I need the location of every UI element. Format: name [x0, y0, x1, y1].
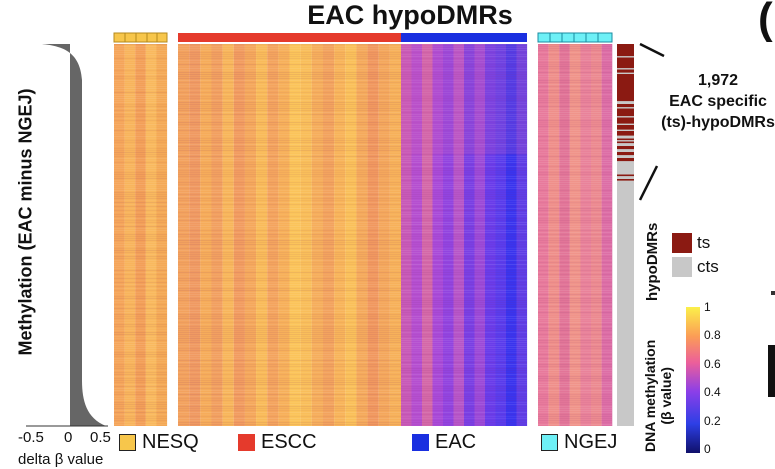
colorbar-title: DNA methylation (β value)	[642, 340, 674, 452]
ts-annotation-line3: (ts)-hypoDMRs	[661, 114, 775, 131]
group-bar-eac	[401, 33, 527, 42]
legend-item-escc: ESCC	[238, 431, 317, 454]
colorbar-tick-0.4: 0.4	[704, 385, 721, 399]
ts-annotation-line2: EAC specific	[669, 93, 767, 110]
group-bar-nesq	[113, 32, 168, 43]
colorbar-title-line2: (β value)	[658, 367, 674, 425]
group-bar-ngej	[537, 32, 613, 43]
legend-item-nesq: NESQ	[119, 431, 199, 454]
delta-axis-label: delta β value	[18, 451, 104, 468]
colorbar-tick-0.6: 0.6	[704, 357, 721, 371]
legend-swatch-ngej	[541, 434, 558, 451]
heatmap-row-texture	[114, 44, 612, 425]
annotation-strip-ts	[617, 44, 634, 181]
neighbor-panel-bar-fragment	[768, 345, 775, 397]
heatmap-escc	[178, 44, 402, 426]
neighbor-panel-letter-fragment: (	[758, 0, 773, 43]
legend-swatch-nesq	[119, 434, 136, 451]
hypodmrs-legend-title: hypoDMRs	[644, 222, 661, 301]
delta-beta-density	[42, 44, 106, 426]
annotation-strip-cts	[617, 44, 634, 426]
colorbar-tick-0.2: 0.2	[704, 414, 721, 428]
legend-swatch-escc	[238, 434, 255, 451]
legend-item-ngej: NGEJ	[541, 431, 617, 454]
heatmap-eac	[401, 44, 528, 426]
colorbar-tick-1: 1	[704, 300, 711, 314]
legend-label-ngej: NGEJ	[564, 431, 618, 453]
delta-tick-pos: 0.5	[90, 429, 111, 446]
legend-swatch-ts	[672, 233, 692, 253]
legend-item-eac: EAC	[412, 431, 476, 454]
colorbar-gradient	[686, 307, 700, 453]
colorbar-tick-0: 0	[704, 442, 711, 456]
legend-swatch-eac	[412, 434, 429, 451]
heatmap-ngej	[538, 44, 613, 426]
ts-count: 1,972	[697, 72, 739, 89]
legend-label-ts: ts	[697, 233, 711, 252]
delta-tick-zero: 0	[64, 429, 73, 446]
group-bar-escc	[178, 33, 401, 42]
figure-title: EAC hypoDMRs	[307, 0, 513, 30]
connector-line-top	[639, 42, 665, 58]
heatmap-nesq	[114, 44, 168, 426]
legend-label-cts: cts	[697, 257, 719, 276]
ts-hypodmr-annotation: 1,972 EAC specific (ts)-hypoDMRs	[648, 70, 775, 133]
colorbar-tick-0.8: 0.8	[704, 328, 721, 342]
connector-line-bottom	[638, 165, 659, 201]
legend-item-cts: cts	[672, 257, 719, 277]
colorbar-title-line1: DNA methylation	[642, 339, 658, 452]
legend-swatch-cts	[672, 257, 692, 277]
legend-label-escc: ESCC	[261, 431, 317, 453]
delta-tick-neg: -0.5	[18, 429, 44, 446]
legend-label-eac: EAC	[435, 431, 477, 453]
neighbor-panel-dot-fragment	[771, 291, 775, 295]
legend-label-nesq: NESQ	[142, 431, 199, 453]
legend-item-ts: ts	[672, 233, 710, 253]
